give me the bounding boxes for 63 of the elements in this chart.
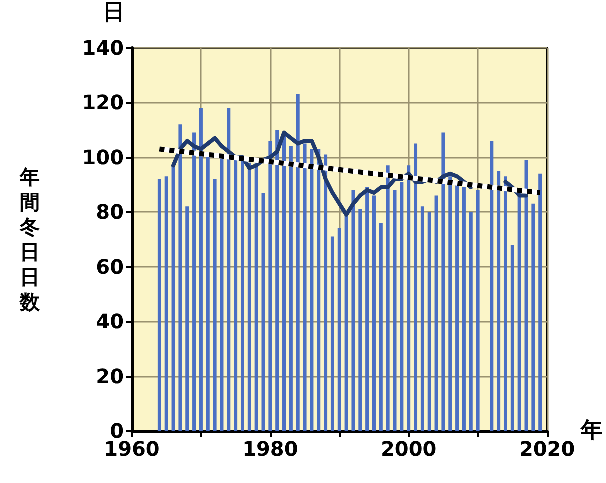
bar <box>282 136 286 431</box>
bar <box>386 166 390 431</box>
bar <box>490 141 494 431</box>
bar <box>372 196 376 431</box>
bar <box>497 171 501 431</box>
bar <box>379 223 383 431</box>
x-tick-label: 2000 <box>381 437 437 461</box>
bar <box>476 190 480 431</box>
bar <box>358 209 362 431</box>
bar <box>220 157 224 431</box>
y-tick-label: 40 <box>96 310 124 334</box>
bar <box>338 228 342 431</box>
bar <box>407 166 411 431</box>
bar <box>524 160 528 431</box>
bar <box>448 176 452 431</box>
bar <box>303 144 307 431</box>
bar <box>324 154 328 431</box>
bar <box>317 149 321 431</box>
bar <box>462 188 466 431</box>
x-axis-title: 年 <box>580 418 603 444</box>
bar <box>158 179 162 431</box>
bar <box>352 190 356 431</box>
bar <box>178 124 182 431</box>
bar <box>504 176 508 431</box>
bar <box>510 244 514 431</box>
y-tick-label: 140 <box>82 36 124 60</box>
y-tick-label: 80 <box>96 200 124 224</box>
bar <box>296 94 300 431</box>
bar <box>442 132 446 431</box>
text: 日 <box>103 0 125 26</box>
bar <box>366 188 370 431</box>
bar <box>186 206 190 431</box>
bar <box>330 236 334 431</box>
x-tick-label: 2020 <box>519 437 576 461</box>
bar <box>538 174 542 431</box>
bar <box>420 206 424 431</box>
bar <box>428 212 432 431</box>
bar <box>532 204 536 431</box>
bar <box>213 179 217 431</box>
bar <box>262 192 266 431</box>
y-tick-label: 100 <box>82 145 124 170</box>
bar <box>289 146 293 431</box>
bar <box>469 212 473 431</box>
bar <box>414 144 418 431</box>
bar <box>268 141 272 431</box>
bar <box>434 196 438 431</box>
y-axis-title: 年間冬日日数 <box>19 165 41 314</box>
y-tick-label: 20 <box>96 364 124 388</box>
bar <box>393 190 397 431</box>
bar <box>227 108 231 431</box>
bar <box>192 132 196 431</box>
x-tick-label: 1960 <box>104 437 160 461</box>
y-tick-label: 60 <box>96 254 124 279</box>
y-tick-label: 120 <box>82 90 124 115</box>
bar <box>248 162 252 431</box>
x-tick-label: 1980 <box>242 437 298 461</box>
bar <box>310 149 314 431</box>
bar <box>254 162 258 431</box>
bar <box>199 108 203 431</box>
bar <box>164 176 168 431</box>
bar <box>276 130 280 431</box>
bar <box>400 182 404 431</box>
bar <box>172 166 176 431</box>
